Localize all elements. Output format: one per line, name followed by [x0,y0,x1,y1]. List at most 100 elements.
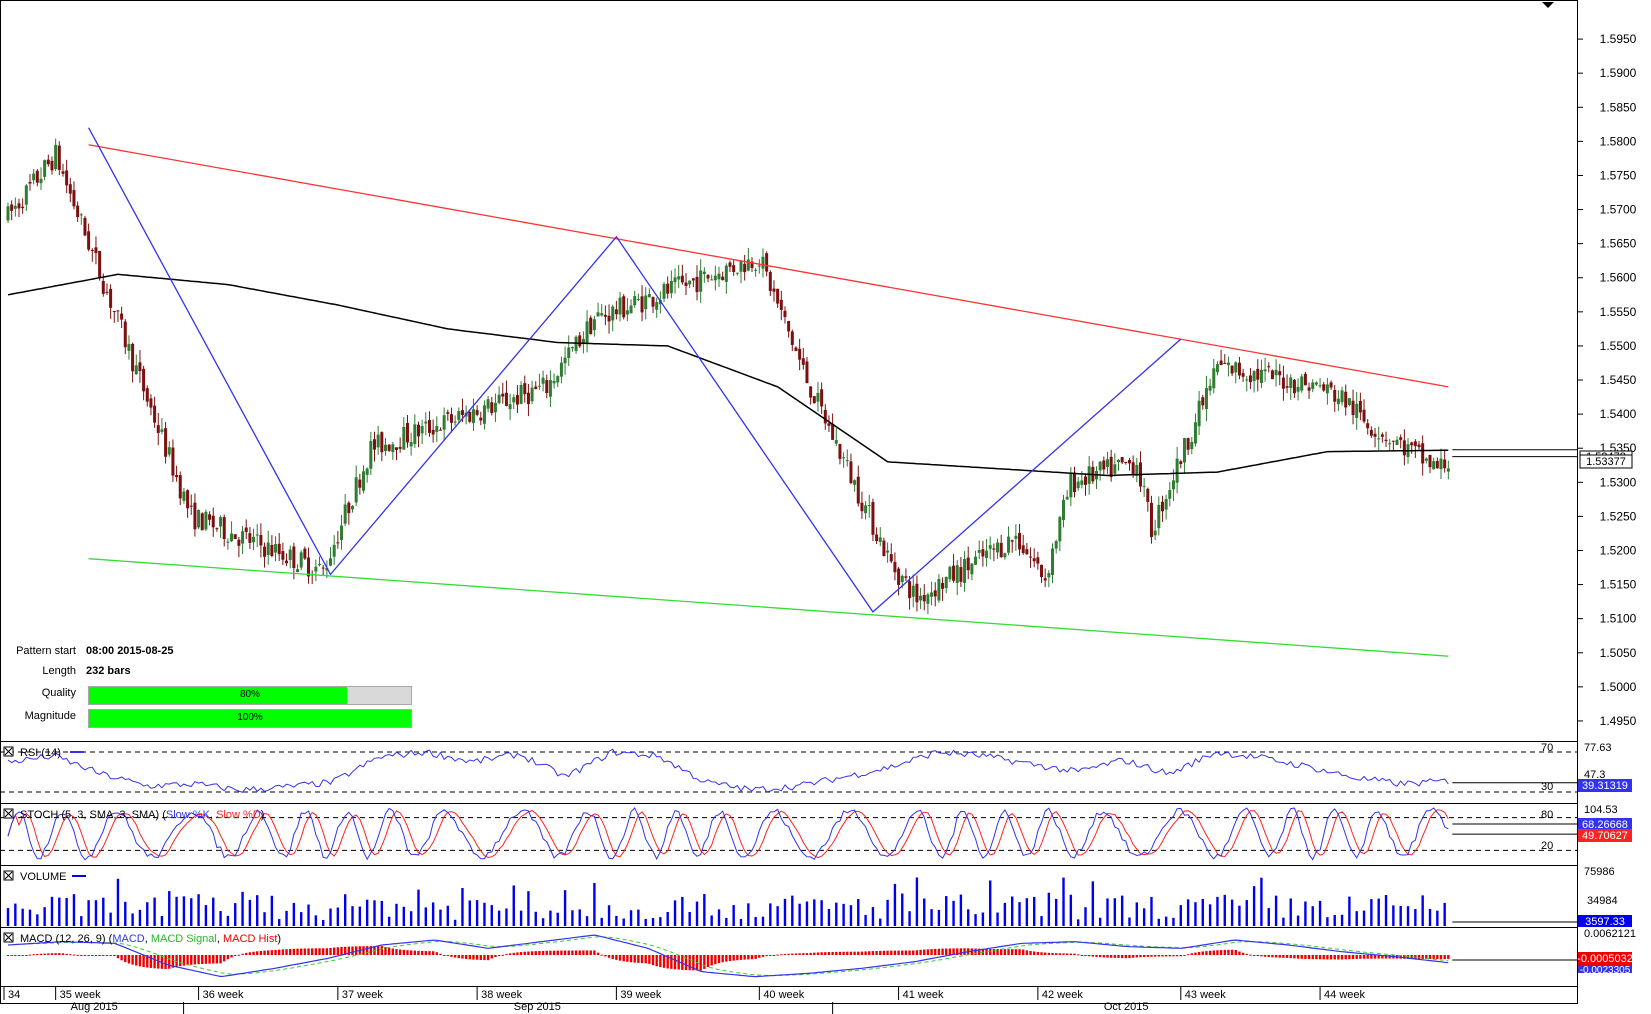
candle-body [325,568,329,571]
candle-body [893,561,897,573]
candle-body [1256,368,1260,380]
candle-body [552,380,556,384]
week-label: 41 week [903,989,944,1001]
volume-bar [1443,902,1446,926]
macd-hist-bar [831,951,834,955]
macd-hist-bar [1183,955,1186,956]
candle-body [996,542,1000,553]
volume-bar [1113,898,1117,926]
candle-body [72,190,76,207]
macd-hist-bar [402,949,406,955]
macd-hist-bar [94,955,98,956]
macd-hist-bar [783,953,787,955]
candle-body [761,256,765,269]
macd-hist-bar [321,948,325,955]
volume-bar [373,900,376,926]
candle-body [1237,362,1241,376]
candle-body [457,411,461,420]
candle-body [351,505,355,510]
macd-hist-bar [908,950,911,955]
candle-body [651,297,655,307]
candle-body [669,280,673,294]
macd-hist-bar [475,955,479,960]
macd-hist-bar [1139,955,1142,958]
volume-bar [805,901,809,926]
volume-bar [505,908,508,926]
pattern-quality-label: Quality [41,687,76,699]
candle-body [362,471,366,491]
candle-body [1127,459,1131,464]
candle-body [673,277,677,283]
volume-bar [923,898,926,926]
candle-body [688,280,692,285]
candle-body [387,444,391,451]
macd-hist-bar [1282,955,1285,958]
macd-hist-bar [505,954,508,956]
volume-bar [182,896,186,926]
macd-hist-bar [992,949,996,955]
candle-body [1428,454,1432,468]
candle-body [178,475,182,499]
candle-body [1421,443,1425,464]
candle-body [1215,364,1219,373]
macd-hist-bar [1348,955,1351,960]
macd-hist-bar [182,955,186,966]
macd-hist-bar [1351,955,1355,960]
macd-hist-bar [292,948,296,955]
macd-close-icon [4,933,13,942]
collapse-arrow-icon[interactable] [1542,2,1554,8]
macd-hist-bar [248,952,252,955]
quality-bar-value: 80% [239,689,260,700]
macd-hist-bar [1025,950,1029,955]
volume-bar [593,882,596,926]
macd-hist-bar [923,949,926,955]
candle-body [1391,440,1395,442]
macd-hist-bar [428,951,431,955]
volume-bar [1135,902,1139,926]
candle-body [853,480,857,485]
macd-hist-bar [574,950,578,955]
macd-hist-bar [1194,952,1197,955]
candle-body [1204,388,1208,410]
candle-body [1175,458,1179,483]
macd-hist-bar [1425,955,1428,960]
macd-hist-bar [256,951,259,955]
macd-hist-bar [1172,955,1175,957]
volume-bar [1436,910,1439,926]
macd-hist-bar [1359,955,1362,959]
volume-bar [468,900,471,926]
candle-body [32,173,36,181]
candle-body [186,490,190,509]
macd-hist-bar [655,955,658,967]
candle-body [1076,481,1080,489]
volume-bar [967,909,970,926]
candle-body [625,310,629,315]
candle-body [160,429,164,432]
volume-bar [813,899,816,926]
volume-bar [1069,894,1073,926]
volume-bar [1098,917,1102,926]
candle-body [101,281,105,294]
candle-body [1190,441,1194,449]
macd-hist-bar [1032,951,1036,955]
candle-body [897,568,901,585]
macd-hist-bar [560,950,563,955]
macd-hist-bar [930,949,933,955]
macd-hist-bar [827,952,831,955]
candle-body [750,261,754,268]
candle-body [435,425,439,432]
volume-bar [666,911,669,926]
volume-bar [124,901,127,926]
macd-hist-bar [69,954,72,956]
candle-body [1036,557,1040,564]
candle-body [1347,398,1351,406]
volume-bar [827,909,831,926]
macd-hist-bar [835,951,838,955]
volume-bar [1164,916,1168,926]
candle-body [596,312,600,317]
volume-bar [1172,917,1175,926]
rsi-level-30: 30 [1541,781,1553,793]
candle-body [255,534,259,536]
candle-body [222,517,226,540]
macd-hist-bar [1256,955,1259,956]
